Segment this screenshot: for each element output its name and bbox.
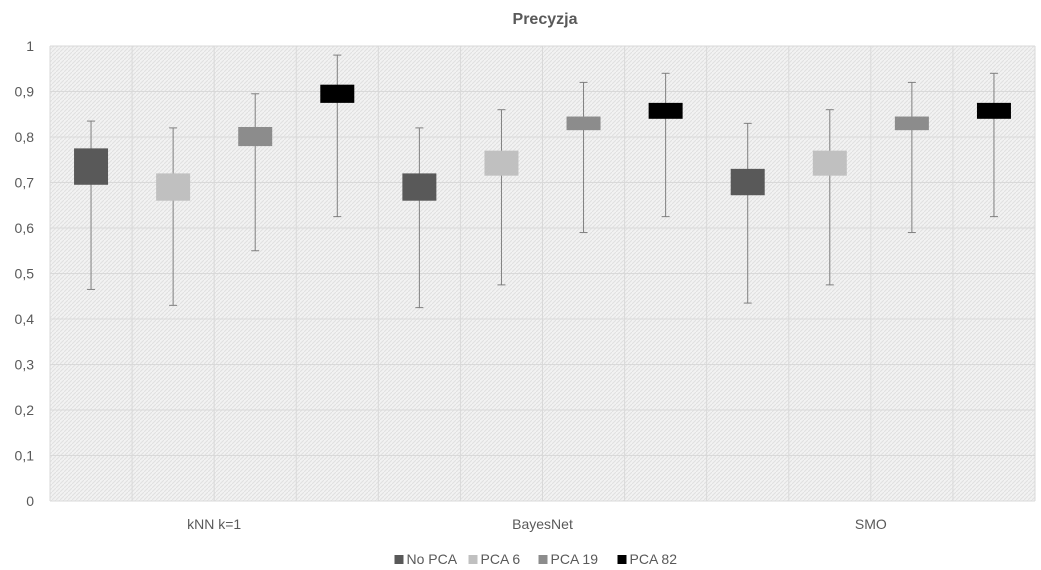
legend-item-pca-82: PCA 82	[617, 551, 678, 567]
legend-label: No PCA	[407, 551, 458, 567]
y-tick-label: 0,1	[15, 448, 35, 464]
y-tick-label: 0	[26, 493, 34, 509]
box-no-pca-0	[74, 120, 109, 290]
box-mark	[484, 150, 519, 176]
box-mark	[320, 84, 355, 103]
legend-label: PCA 19	[551, 551, 599, 567]
box-mark	[648, 102, 683, 119]
legend-item-pca-6: PCA 6	[468, 551, 521, 567]
box-mark	[74, 148, 109, 185]
y-tick-label: 0,5	[15, 266, 35, 282]
legend-swatch	[538, 555, 548, 564]
box-mark	[402, 173, 437, 201]
box-no-pca-2	[730, 122, 765, 304]
legend: No PCA PCA 6 PCA 19 PCA 82	[394, 551, 678, 567]
box-pca-82-2	[976, 72, 1011, 218]
y-tick-label: 0,9	[15, 84, 35, 100]
legend-swatch	[617, 555, 627, 564]
y-tick-label: 0,8	[15, 129, 35, 145]
box-mark	[976, 102, 1011, 119]
box-mark	[238, 126, 273, 147]
box-no-pca-1	[402, 127, 437, 309]
legend-item-no-pca: No PCA	[394, 551, 458, 567]
data-marks	[74, 54, 1011, 309]
y-tick-label: 0,4	[15, 311, 35, 327]
y-tick-label: 1	[26, 38, 34, 54]
x-category-label: BayesNet	[512, 516, 573, 532]
box-mark	[730, 168, 765, 196]
box-pca-19-2	[894, 81, 929, 234]
y-tick-label: 0,7	[15, 175, 35, 191]
box-pca-6-2	[812, 109, 847, 286]
chart-title: Precyzja	[513, 11, 578, 28]
box-pca-19-1	[566, 81, 601, 234]
legend-swatch	[394, 555, 404, 564]
box-pca-82-1	[648, 72, 683, 218]
legend-label: PCA 82	[630, 551, 678, 567]
gridlines	[49, 45, 1036, 502]
box-pca-6-1	[484, 109, 519, 286]
legend-swatch	[468, 555, 478, 564]
legend-item-pca-19: PCA 19	[538, 551, 599, 567]
box-mark	[894, 116, 929, 131]
y-axis-tick-labels: 0 0,1 0,2 0,3 0,4 0,5 0,6 0,7 0,8 0,9 1	[15, 38, 35, 509]
box-mark	[812, 150, 847, 176]
y-tick-label: 0,2	[15, 402, 35, 418]
y-tick-label: 0,3	[15, 357, 35, 373]
box-pca-82-0	[320, 54, 355, 218]
box-pca-6-0	[156, 127, 191, 306]
x-axis-category-labels: kNN k=1 BayesNet SMO	[187, 516, 887, 532]
legend-label: PCA 6	[481, 551, 521, 567]
box-mark	[566, 116, 601, 131]
x-category-label: kNN k=1	[187, 516, 241, 532]
y-tick-label: 0,6	[15, 220, 35, 236]
box-mark	[156, 173, 191, 201]
box-pca-19-0	[238, 93, 273, 252]
x-category-label: SMO	[855, 516, 887, 532]
